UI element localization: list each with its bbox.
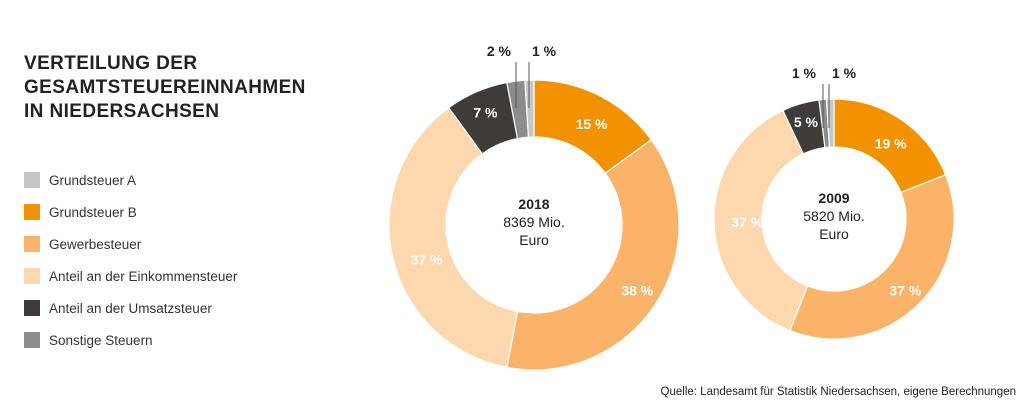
- slice-label: 7 %: [473, 105, 498, 121]
- slice-label: 2 %: [487, 43, 512, 59]
- legend-label: Grundsteuer A: [49, 172, 137, 188]
- legend-swatch: [24, 300, 40, 316]
- donut-slice-2009-2: [789, 174, 955, 340]
- legend-label: Anteil an der Umsatzsteuer: [49, 300, 212, 316]
- legend-label: Grundsteuer B: [49, 204, 137, 220]
- center-total: Euro: [519, 232, 549, 248]
- source-note: Quelle: Landesamt für Statistik Niedersa…: [660, 386, 1016, 398]
- legend-swatch: [24, 204, 40, 220]
- center-year: 2009: [818, 190, 849, 206]
- slice-label: 15 %: [576, 116, 608, 132]
- legend-item-umsatzsteuer: Anteil an der Umsatzsteuer: [24, 292, 237, 324]
- slice-label: 1 %: [532, 43, 557, 59]
- legend: Grundsteuer A Grundsteuer B Gewerbesteue…: [24, 164, 237, 356]
- legend-swatch: [24, 268, 40, 284]
- slice-label: 38 %: [621, 283, 653, 299]
- legend-label: Gewerbesteuer: [49, 236, 142, 252]
- center-total: 5820 Mio.: [803, 208, 864, 224]
- center-total: 8369 Mio.: [503, 214, 564, 230]
- legend-item-einkommensteuer: Anteil an der Einkommensteuer: [24, 260, 237, 292]
- slice-label: 5 %: [794, 114, 819, 130]
- donut-slice-2018-0: [524, 79, 535, 138]
- slice-label: 19 %: [875, 136, 907, 152]
- legend-item-sonstige-steuern: Sonstige Steuern: [24, 324, 237, 356]
- legend-item-grundsteuer-a: Grundsteuer A: [24, 164, 237, 196]
- legend-item-gewerbesteuer: Gewerbesteuer: [24, 228, 237, 260]
- legend-swatch: [24, 172, 40, 188]
- donut-slice-2018-2: [506, 138, 680, 371]
- slice-label: 37 %: [889, 282, 921, 298]
- center-year: 2018: [518, 196, 549, 212]
- legend-swatch: [24, 236, 40, 252]
- legend-label: Sonstige Steuern: [49, 332, 153, 348]
- center-total: Euro: [819, 226, 849, 242]
- slice-label: 1 %: [832, 65, 857, 81]
- slice-label: 1 %: [792, 65, 817, 81]
- legend-label: Anteil an der Einkommensteuer: [49, 268, 238, 284]
- legend-item-grundsteuer-b: Grundsteuer B: [24, 196, 237, 228]
- chart-title: VERTEILUNG DER GESAMTSTEUEREINNAHMEN IN …: [24, 53, 306, 122]
- slice-label: 37 %: [411, 252, 443, 268]
- donut-slice-2018-3: [388, 106, 519, 369]
- legend-swatch: [24, 332, 40, 348]
- slice-label: 37 %: [731, 214, 763, 230]
- donut-slice-2009-3: [713, 109, 809, 332]
